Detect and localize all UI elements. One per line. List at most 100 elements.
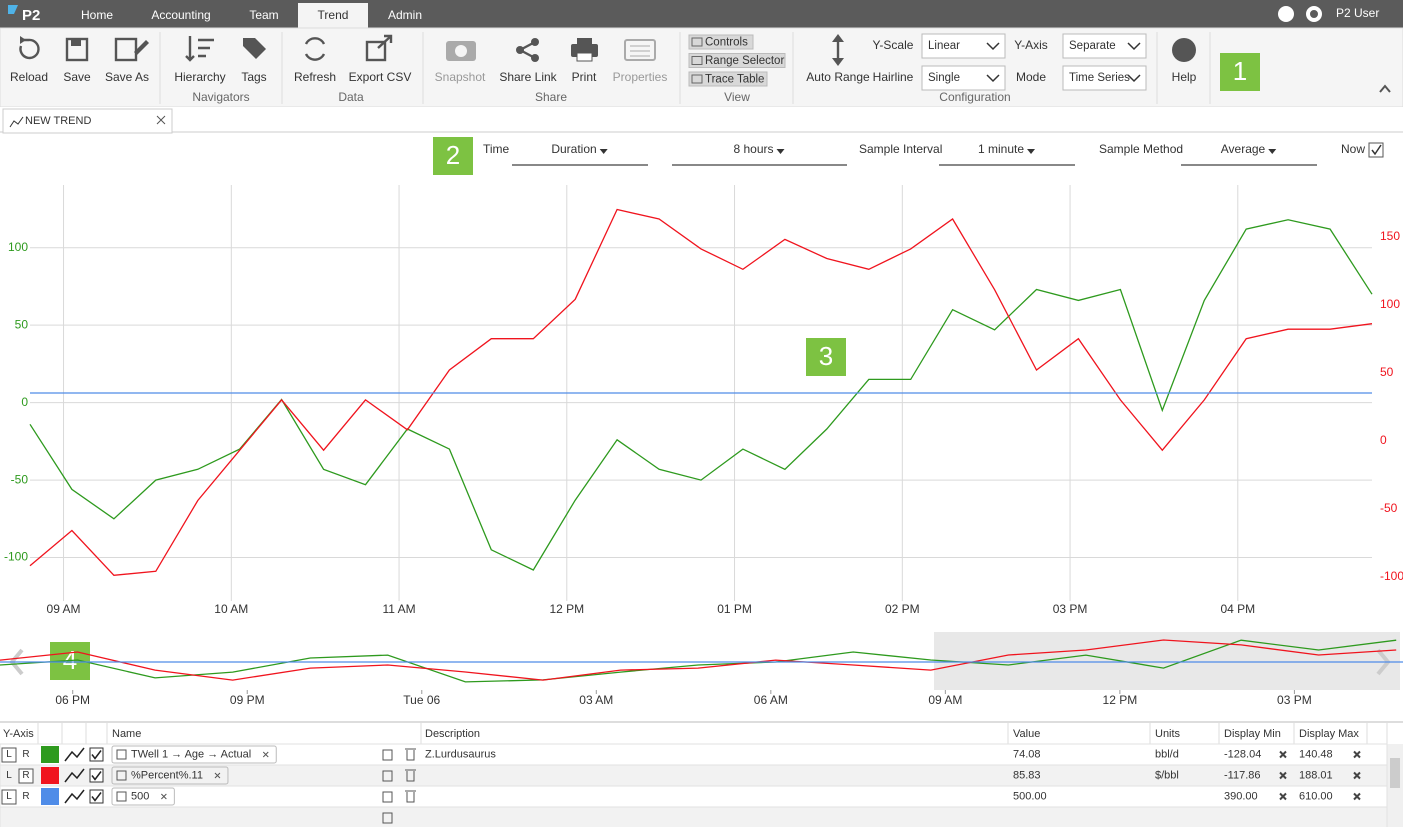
close-tab[interactable] bbox=[156, 115, 166, 125]
axis-option[interactable]: R bbox=[22, 770, 29, 781]
view-toggle-label[interactable]: Range Selector bbox=[705, 55, 784, 67]
ribbon-button[interactable]: Properties bbox=[613, 70, 668, 84]
view-toggle[interactable] bbox=[688, 71, 768, 87]
document-tab[interactable] bbox=[2, 108, 173, 134]
reset[interactable] bbox=[1279, 750, 1287, 759]
x-tick-label: 12 PM bbox=[1103, 693, 1138, 707]
label[interactable]: Now bbox=[1341, 142, 1365, 156]
line-style[interactable] bbox=[64, 789, 85, 804]
axis-option[interactable]: L bbox=[6, 770, 12, 781]
ribbon-button[interactable]: Tags bbox=[241, 70, 266, 84]
x-tick-label: 10 AM bbox=[214, 602, 248, 616]
ribbon-button[interactable]: Reload bbox=[10, 70, 48, 84]
line-style[interactable] bbox=[64, 768, 85, 783]
dropdown[interactable]: 1 minute bbox=[978, 142, 1024, 156]
chip-remove[interactable] bbox=[161, 793, 167, 800]
reset[interactable] bbox=[1353, 750, 1361, 759]
help-button[interactable]: Help bbox=[1172, 70, 1197, 84]
ribbon-button[interactable]: Export CSV bbox=[349, 70, 412, 84]
y2-tick-label: 100 bbox=[1380, 297, 1400, 311]
delete-icon[interactable] bbox=[405, 748, 416, 761]
axis-box[interactable] bbox=[1, 747, 17, 763]
caret bbox=[776, 149, 785, 154]
nav-tab[interactable]: Trend bbox=[318, 8, 349, 22]
x-tick-label: 03 PM bbox=[1053, 602, 1088, 616]
field-label: Y-Scale bbox=[873, 38, 914, 52]
chip-remove[interactable] bbox=[262, 751, 269, 758]
column-header: Y-Axis bbox=[3, 728, 34, 740]
reset[interactable] bbox=[1353, 771, 1361, 780]
axis-box[interactable] bbox=[1, 789, 17, 805]
select-value[interactable]: Separate bbox=[1069, 40, 1116, 52]
axis-box[interactable] bbox=[18, 768, 34, 784]
select-value[interactable]: Time Series bbox=[1069, 72, 1130, 84]
nav-tab[interactable]: Team bbox=[249, 8, 278, 22]
help-icon[interactable] bbox=[1278, 6, 1294, 22]
delete-icon[interactable] bbox=[405, 769, 416, 782]
caret bbox=[1027, 149, 1036, 154]
nav-tab[interactable]: Admin bbox=[388, 8, 422, 22]
select[interactable] bbox=[1062, 33, 1147, 59]
group-label: Share bbox=[535, 90, 567, 104]
axis-option[interactable]: R bbox=[22, 749, 29, 760]
checkbox[interactable] bbox=[89, 747, 104, 762]
view-toggle-label[interactable]: Trace Table bbox=[705, 74, 764, 86]
dropdown[interactable]: Average bbox=[1221, 142, 1266, 156]
delete-icon[interactable] bbox=[405, 790, 416, 803]
nav-tab[interactable]: Accounting bbox=[151, 8, 210, 22]
active-tab bbox=[298, 3, 368, 28]
select[interactable] bbox=[1062, 65, 1147, 91]
caret bbox=[1268, 149, 1277, 154]
select-value[interactable]: Linear bbox=[928, 40, 960, 52]
table-row bbox=[0, 806, 1388, 827]
ribbon-button[interactable]: Hierarchy bbox=[174, 70, 225, 84]
ribbon-button[interactable]: Print bbox=[572, 70, 597, 84]
reset[interactable] bbox=[1353, 792, 1361, 801]
ribbon-button[interactable]: Save bbox=[63, 70, 91, 84]
check bbox=[91, 750, 102, 760]
view-toggle-label[interactable]: Controls bbox=[705, 37, 748, 49]
name-chip[interactable] bbox=[111, 787, 175, 806]
reset[interactable] bbox=[1279, 792, 1287, 801]
user[interactable]: P2 User bbox=[1336, 6, 1379, 20]
table-row bbox=[0, 785, 1388, 808]
display-max: 610.00 bbox=[1299, 790, 1333, 802]
color-swatch[interactable] bbox=[41, 767, 59, 784]
name-chip[interactable] bbox=[111, 745, 277, 764]
line-style[interactable] bbox=[64, 747, 85, 762]
x-tick-label: 02 PM bbox=[885, 602, 920, 616]
select[interactable] bbox=[921, 65, 1006, 91]
calc-icon bbox=[382, 749, 393, 761]
view-toggle[interactable] bbox=[688, 34, 754, 50]
axis-option[interactable]: L bbox=[6, 749, 12, 760]
reset[interactable] bbox=[1279, 771, 1287, 780]
document-tab-title[interactable]: NEW TREND bbox=[25, 115, 91, 127]
axis-option[interactable]: L bbox=[6, 791, 12, 802]
view-toggle[interactable] bbox=[688, 53, 786, 68]
name-chip[interactable] bbox=[111, 766, 229, 785]
units: $/bbl bbox=[1155, 769, 1179, 781]
axis-option[interactable]: R bbox=[22, 791, 29, 802]
color-swatch[interactable] bbox=[41, 746, 59, 763]
settings-icon[interactable] bbox=[1306, 6, 1322, 22]
calc-icon bbox=[382, 812, 393, 824]
color-swatch[interactable] bbox=[41, 788, 59, 805]
toggle-icon bbox=[691, 56, 703, 65]
nav-tab[interactable]: Home bbox=[81, 8, 113, 22]
value: 74.08 bbox=[1013, 748, 1041, 760]
ribbon-button[interactable]: Share Link bbox=[499, 70, 557, 84]
dropdown[interactable]: 8 hours bbox=[733, 142, 773, 156]
ribbon-button[interactable]: Snapshot bbox=[435, 70, 486, 84]
checkbox[interactable] bbox=[89, 768, 104, 783]
chip-remove[interactable] bbox=[214, 772, 221, 779]
range-window[interactable] bbox=[934, 632, 1400, 690]
scroll-thumb[interactable] bbox=[1390, 758, 1400, 788]
auto-range-button[interactable]: Auto Range bbox=[806, 70, 870, 84]
dropdown[interactable]: Duration bbox=[551, 142, 596, 156]
checkbox[interactable] bbox=[89, 789, 104, 804]
select[interactable] bbox=[921, 33, 1006, 59]
select-value[interactable]: Single bbox=[928, 72, 960, 84]
ribbon-button[interactable]: Refresh bbox=[294, 70, 336, 84]
collapse-ribbon[interactable] bbox=[1379, 84, 1391, 93]
ribbon-button[interactable]: Save As bbox=[105, 70, 149, 84]
